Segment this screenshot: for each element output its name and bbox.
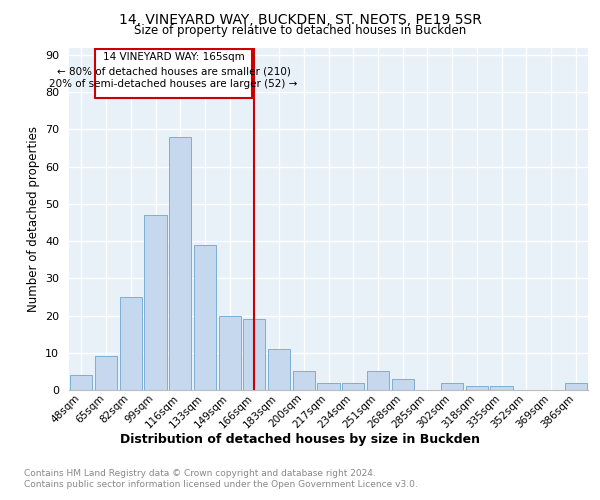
Text: ← 80% of detached houses are smaller (210): ← 80% of detached houses are smaller (21… [57,66,290,76]
Bar [268,349,290,390]
Bar [293,372,315,390]
Bar [194,245,216,390]
Bar [95,356,117,390]
FancyBboxPatch shape [95,50,253,98]
Bar [441,382,463,390]
Bar [466,386,488,390]
Y-axis label: Number of detached properties: Number of detached properties [26,126,40,312]
Text: 20% of semi-detached houses are larger (52) →: 20% of semi-detached houses are larger (… [49,79,298,89]
Bar [367,372,389,390]
Bar [342,382,364,390]
Bar [392,379,414,390]
Bar [243,320,265,390]
Text: 14 VINEYARD WAY: 165sqm: 14 VINEYARD WAY: 165sqm [103,52,245,62]
Text: Distribution of detached houses by size in Buckden: Distribution of detached houses by size … [120,432,480,446]
Bar [119,297,142,390]
Bar [70,375,92,390]
Bar [145,215,167,390]
Text: Contains public sector information licensed under the Open Government Licence v3: Contains public sector information licen… [24,480,418,489]
Text: Size of property relative to detached houses in Buckden: Size of property relative to detached ho… [134,24,466,37]
Bar [490,386,512,390]
Bar [169,137,191,390]
Text: 14, VINEYARD WAY, BUCKDEN, ST. NEOTS, PE19 5SR: 14, VINEYARD WAY, BUCKDEN, ST. NEOTS, PE… [119,12,481,26]
Bar [317,382,340,390]
Bar [565,382,587,390]
Text: Contains HM Land Registry data © Crown copyright and database right 2024.: Contains HM Land Registry data © Crown c… [24,469,376,478]
Bar [218,316,241,390]
